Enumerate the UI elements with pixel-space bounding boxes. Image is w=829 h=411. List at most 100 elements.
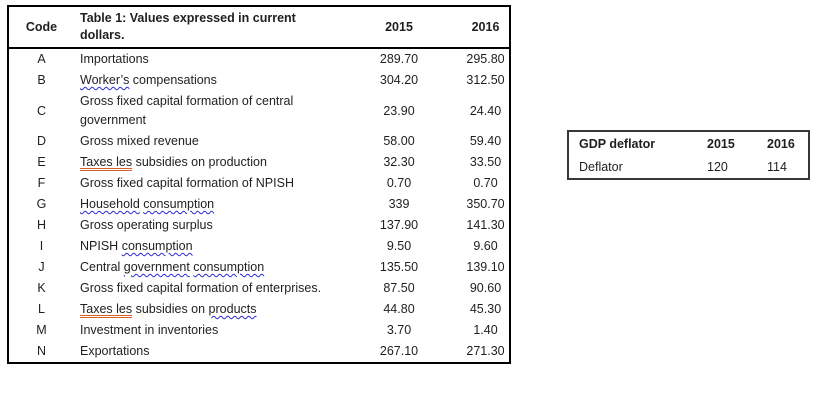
spellcheck-underlined-text: Worker’s bbox=[80, 73, 130, 87]
value-2016-cell: 24.40 bbox=[469, 103, 502, 118]
row-description: Taxes les subsidies on products bbox=[74, 299, 336, 320]
spellcheck-underlined-text: consumption bbox=[193, 260, 265, 274]
value-2016-cell: 9.60 bbox=[473, 239, 498, 253]
description-text: Gross fixed capital formation of enterpr… bbox=[80, 281, 322, 295]
value-2015-cell: 58.00 bbox=[383, 134, 415, 148]
spellcheck-underlined-text: Household bbox=[80, 197, 140, 211]
gdp-deflator-table: GDP deflator 2015 2016 Deflator 120 114 bbox=[567, 130, 810, 180]
description-text: Gross fixed capital formation of central… bbox=[80, 94, 294, 127]
row-code: L bbox=[38, 302, 45, 316]
spellcheck-underlined-text: consumption bbox=[121, 239, 193, 253]
value-2016-cell: 271.30 bbox=[466, 344, 505, 358]
deflator-value-row: Deflator 120 114 bbox=[568, 155, 809, 179]
description-text: Central bbox=[80, 260, 124, 274]
row-description: Gross fixed capital formation of NPISH bbox=[74, 173, 336, 194]
row-description: Taxes les subsidies on production bbox=[74, 152, 336, 173]
deflator-row-label: Deflator bbox=[579, 159, 623, 174]
description-text: compensations bbox=[129, 73, 217, 87]
grammar-underlined-text: Taxes les bbox=[80, 155, 133, 169]
description-text: NPISH bbox=[80, 239, 122, 253]
value-2015-cell: 87.50 bbox=[383, 281, 415, 295]
deflator-header-row: GDP deflator 2015 2016 bbox=[568, 131, 809, 155]
table-row: A Importations 289.70 295.80 bbox=[8, 48, 510, 70]
values-table: Code Table 1: Values expressed in curren… bbox=[7, 5, 511, 364]
values-table-header: Code Table 1: Values expressed in curren… bbox=[8, 6, 510, 49]
table-row: M Investment in inventories 3.70 1.40 bbox=[8, 320, 510, 341]
value-2015-cell: 3.70 bbox=[386, 323, 412, 337]
table-row: L Taxes les subsidies on products 44.80 45.… bbox=[8, 299, 510, 320]
row-code: B bbox=[37, 73, 46, 87]
header-row: Code Table 1: Values expressed in curren… bbox=[8, 6, 510, 49]
table-row: H Gross operating surplus 137.90 141.30 bbox=[8, 215, 510, 236]
value-2016-cell: 59.40 bbox=[469, 134, 502, 148]
description-text: Gross fixed capital formation of NPISH bbox=[80, 176, 294, 190]
year-2015-column-header: 2015 bbox=[336, 6, 462, 49]
table-row: I NPISH consumption 9.50 9.60 bbox=[8, 236, 510, 257]
value-2016-cell: 90.60 bbox=[469, 281, 502, 295]
value-2015-cell: 135.50 bbox=[379, 260, 419, 274]
value-2015-cell: 0.70 bbox=[386, 176, 412, 190]
row-description: Gross mixed revenue bbox=[74, 131, 336, 152]
value-2015-cell: 304.20 bbox=[379, 73, 419, 87]
table-title: Table 1: Values expressed in current dol… bbox=[74, 6, 336, 49]
row-description: Household consumption bbox=[74, 194, 336, 215]
row-description: Gross fixed capital formation of central… bbox=[74, 91, 336, 131]
value-2015-cell: 339 bbox=[388, 197, 410, 211]
description-text: Gross mixed revenue bbox=[80, 134, 199, 148]
table-row: D Gross mixed revenue 58.00 59.40 bbox=[8, 131, 510, 152]
deflator-year-2015-header: 2015 bbox=[707, 136, 735, 151]
row-code: G bbox=[36, 197, 47, 211]
row-code: A bbox=[37, 52, 46, 66]
row-code: M bbox=[36, 323, 47, 337]
value-2016-cell: 312.50 bbox=[466, 73, 505, 87]
row-code: H bbox=[36, 218, 47, 232]
value-2015-cell: 23.90 bbox=[383, 103, 415, 118]
table-row: N Exportations 267.10 271.30 bbox=[8, 341, 510, 363]
row-code: F bbox=[37, 176, 46, 190]
value-2015-cell: 9.50 bbox=[386, 239, 412, 253]
description-text: Importations bbox=[80, 52, 149, 66]
row-code: J bbox=[38, 260, 45, 274]
main-table-body: A Importations 289.70 295.80 B Worker’s compe… bbox=[8, 48, 510, 363]
table-row: C Gross fixed capital formation of centra… bbox=[8, 91, 510, 131]
table-row: G Household consumption 339 350.70 bbox=[8, 194, 510, 215]
value-2016-cell: 141.30 bbox=[466, 218, 505, 232]
value-2015-cell: 44.80 bbox=[383, 302, 415, 316]
row-code: N bbox=[36, 344, 47, 358]
spellcheck-underlined-text: products bbox=[208, 302, 257, 316]
value-2016-cell: 350.70 bbox=[466, 197, 505, 211]
value-2015-cell: 289.70 bbox=[379, 52, 419, 66]
value-2016-cell: 1.40 bbox=[473, 323, 498, 337]
year-2016-column-header: 2016 bbox=[462, 6, 510, 49]
value-2016-cell: 33.50 bbox=[469, 155, 502, 169]
description-text: Investment in inventories bbox=[80, 323, 219, 337]
row-code: E bbox=[37, 155, 46, 169]
row-description: Worker’s compensations bbox=[74, 70, 336, 91]
code-column-header: Code bbox=[8, 6, 74, 49]
description-text: subsidies on production bbox=[132, 155, 267, 169]
spellcheck-underlined-text: government bbox=[123, 260, 190, 274]
row-description: Importations bbox=[74, 48, 336, 70]
row-description: Gross fixed capital formation of enterpr… bbox=[74, 278, 336, 299]
table-row: J Central government consumption 135.50 139… bbox=[8, 257, 510, 278]
description-text: Exportations bbox=[80, 344, 150, 358]
value-2016-cell: 0.70 bbox=[473, 176, 498, 190]
table-row: B Worker’s compensations 304.20 312.50 bbox=[8, 70, 510, 91]
value-2016-cell: 45.30 bbox=[469, 302, 502, 316]
description-text: Gross operating surplus bbox=[80, 218, 213, 232]
value-2016-cell: 139.10 bbox=[466, 260, 505, 274]
deflator-2016-value: 114 bbox=[767, 159, 787, 174]
row-code: K bbox=[37, 281, 46, 295]
row-description: NPISH consumption bbox=[74, 236, 336, 257]
row-code: I bbox=[39, 239, 44, 253]
deflator-table-title: GDP deflator bbox=[579, 136, 656, 151]
value-2015-cell: 137.90 bbox=[379, 218, 419, 232]
row-description: Exportations bbox=[74, 341, 336, 363]
value-2015-cell: 32.30 bbox=[383, 155, 415, 169]
deflator-2015-value: 120 bbox=[707, 159, 728, 174]
row-description: Investment in inventories bbox=[74, 320, 336, 341]
table-row: K Gross fixed capital formation of enterp… bbox=[8, 278, 510, 299]
table-row: F Gross fixed capital formation of NPISH 0… bbox=[8, 173, 510, 194]
row-code: C bbox=[36, 103, 47, 118]
row-code: D bbox=[36, 134, 47, 148]
